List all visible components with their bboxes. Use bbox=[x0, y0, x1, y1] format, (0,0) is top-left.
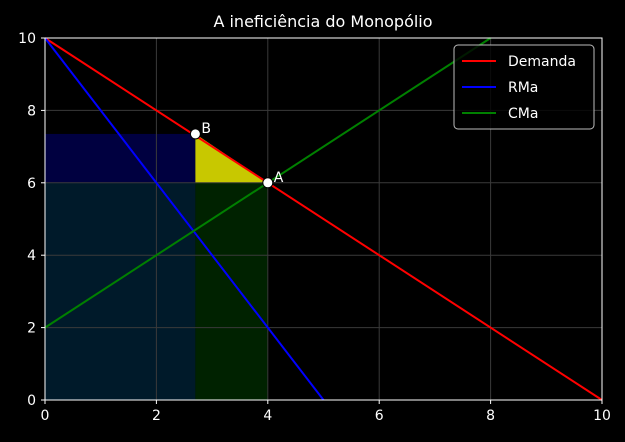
x-tick-label: 0 bbox=[41, 408, 50, 424]
series-line-rma bbox=[44, 37, 325, 401]
y-tick-label: 8 bbox=[27, 103, 36, 119]
legend-label-rma: RMa bbox=[508, 80, 538, 96]
x-tick-label: 2 bbox=[152, 408, 161, 424]
legend: Demanda RMa CMa bbox=[453, 44, 595, 130]
upper-rectangle bbox=[45, 133, 196, 183]
points-layer: BA bbox=[189, 121, 284, 189]
point-label-b: B bbox=[201, 121, 211, 137]
legend-box bbox=[453, 44, 595, 130]
plot-frame bbox=[44, 37, 603, 401]
chart-title: A ineficiência do Monopólio bbox=[213, 12, 432, 31]
ticks-layer: 0 2 4 6 8 10 0 2 4 6 8 10 bbox=[18, 31, 611, 424]
y-tick-label: 10 bbox=[18, 31, 36, 47]
legend-label-demanda: Demanda bbox=[508, 54, 576, 70]
x-tick-label: 4 bbox=[263, 408, 272, 424]
green-rectangle bbox=[195, 182, 268, 400]
legend-label-cma: CMa bbox=[508, 106, 538, 122]
x-tick-label: 6 bbox=[375, 408, 384, 424]
point-label-a: A bbox=[274, 170, 284, 186]
y-tick-label: 0 bbox=[27, 393, 36, 409]
lower-rectangle bbox=[45, 182, 196, 400]
x-tick-label: 8 bbox=[486, 408, 495, 424]
x-tick-label: 10 bbox=[593, 408, 611, 424]
point-a bbox=[262, 177, 274, 189]
y-tick-label: 6 bbox=[27, 176, 36, 192]
y-tick-label: 4 bbox=[27, 248, 36, 264]
y-tick-label: 2 bbox=[27, 321, 36, 337]
series-line-demanda bbox=[44, 37, 603, 401]
point-b bbox=[189, 128, 201, 140]
